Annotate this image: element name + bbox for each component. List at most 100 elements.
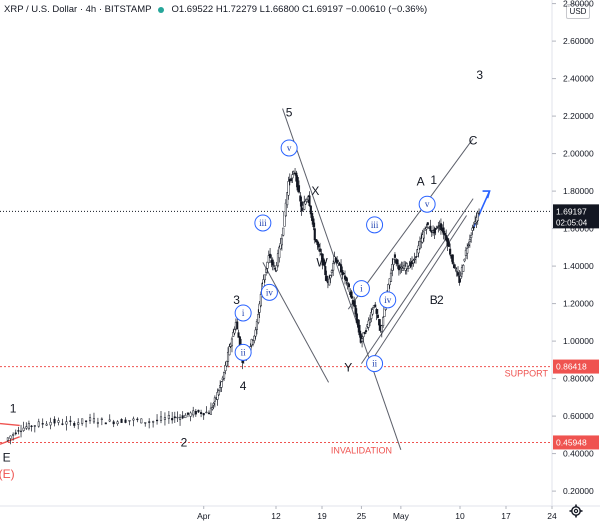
wave-label: Y	[344, 360, 352, 374]
y-tick-label: 2.20000	[563, 111, 594, 121]
candle-body	[358, 324, 361, 336]
candle-body	[443, 233, 446, 236]
candle-body	[19, 430, 23, 433]
candle-body	[108, 419, 111, 422]
channel-line	[361, 198, 474, 364]
level-value-invalidation: 0.45948	[556, 437, 587, 447]
wave-circle-label: iii	[259, 218, 267, 228]
candle-body	[434, 227, 437, 230]
candle-body	[447, 242, 450, 247]
wave-circle-label: v	[425, 199, 430, 209]
candle-body	[347, 283, 350, 288]
wave-circle	[366, 355, 384, 373]
wave-label: C	[469, 133, 478, 147]
candle-body	[45, 423, 48, 426]
candle-body	[202, 413, 205, 416]
wave-label: 1	[430, 173, 437, 187]
candle-body	[25, 426, 28, 429]
candle-body	[69, 420, 72, 422]
candle-body	[370, 312, 373, 319]
x-tick-label: 19	[317, 511, 327, 521]
candle-body	[437, 227, 440, 229]
currency-badge[interactable]: USD	[566, 4, 590, 19]
candle-body	[413, 258, 416, 261]
wave-label: 3	[476, 68, 483, 82]
candle-body	[148, 421, 151, 423]
x-tick-label: Apr	[197, 511, 210, 521]
candle-body	[265, 268, 268, 273]
wave-circle	[379, 291, 397, 309]
y-tick-label: 2.40000	[563, 74, 594, 84]
candle-body	[9, 435, 12, 439]
wave-label: A	[417, 175, 425, 189]
wave-label: 4	[240, 379, 247, 393]
candle-body	[232, 331, 235, 337]
candle-body	[342, 272, 345, 275]
candle-body	[116, 421, 119, 425]
candle-body	[421, 234, 424, 243]
candle-body	[425, 227, 428, 230]
candle-body	[257, 314, 260, 323]
candle-body	[400, 266, 403, 269]
candle-body	[124, 419, 127, 423]
wave-circle-label: ii	[241, 347, 247, 357]
y-tick-label: 2.00000	[563, 149, 594, 159]
candle-body	[435, 226, 439, 228]
candle-body	[382, 317, 385, 327]
symbol-title[interactable]: XRP / U.S. Dollar · 4h · BITSTAMP	[4, 4, 152, 15]
candle-body	[92, 418, 96, 423]
wave-circle	[234, 304, 252, 322]
candle-body	[276, 253, 280, 267]
wave-circle-label: iii	[371, 220, 379, 230]
candle-body	[292, 171, 295, 174]
candle-body	[269, 253, 272, 258]
candle-body	[322, 259, 326, 266]
candle-body	[194, 410, 197, 415]
candle-body	[446, 237, 449, 246]
candle-body	[468, 239, 471, 242]
candle-body	[181, 415, 184, 419]
y-tick-label: 2.80000	[563, 0, 594, 9]
candle-body	[455, 270, 458, 273]
candle-body	[414, 256, 418, 258]
candle-body	[236, 321, 239, 330]
y-tick-label: 0.80000	[563, 374, 594, 384]
channel-line	[282, 108, 402, 451]
wave-label: (E)	[0, 467, 15, 481]
gear-icon[interactable]	[569, 504, 583, 518]
candle-body	[57, 420, 60, 423]
y-tick-label: 0.60000	[563, 411, 594, 421]
candle-body	[216, 392, 219, 400]
candle-body	[471, 227, 474, 231]
y-tick-label: 2.60000	[563, 36, 594, 46]
candle-body	[272, 265, 276, 267]
candle-body	[171, 418, 174, 421]
candle-body	[30, 425, 33, 428]
candle-body	[364, 330, 368, 333]
candle-body	[478, 212, 481, 215]
candle-body	[73, 423, 76, 426]
wave-label: W	[316, 255, 328, 269]
candle-body	[280, 238, 283, 246]
triangle-line	[0, 422, 20, 427]
candle-body	[408, 265, 411, 269]
candle-body	[315, 239, 318, 243]
candle-body	[337, 261, 340, 264]
candle-body	[317, 244, 320, 248]
candle-body	[163, 417, 166, 420]
candle-body	[462, 265, 465, 272]
candle-body	[200, 412, 203, 415]
y-tick-label: 0.40000	[563, 449, 594, 459]
channel-line	[374, 215, 467, 357]
candle-body	[184, 414, 187, 419]
chart-header: XRP / U.S. Dollar · 4h · BITSTAMP O1.695…	[4, 4, 427, 15]
candle-body	[324, 266, 327, 276]
candle-body	[6, 437, 9, 441]
candle-body	[100, 418, 103, 420]
wave-circle-label: iv	[384, 295, 392, 305]
wave-label: 1	[10, 402, 17, 416]
candle-body	[439, 223, 442, 230]
candle-body	[346, 282, 349, 284]
candle-body	[49, 421, 52, 426]
